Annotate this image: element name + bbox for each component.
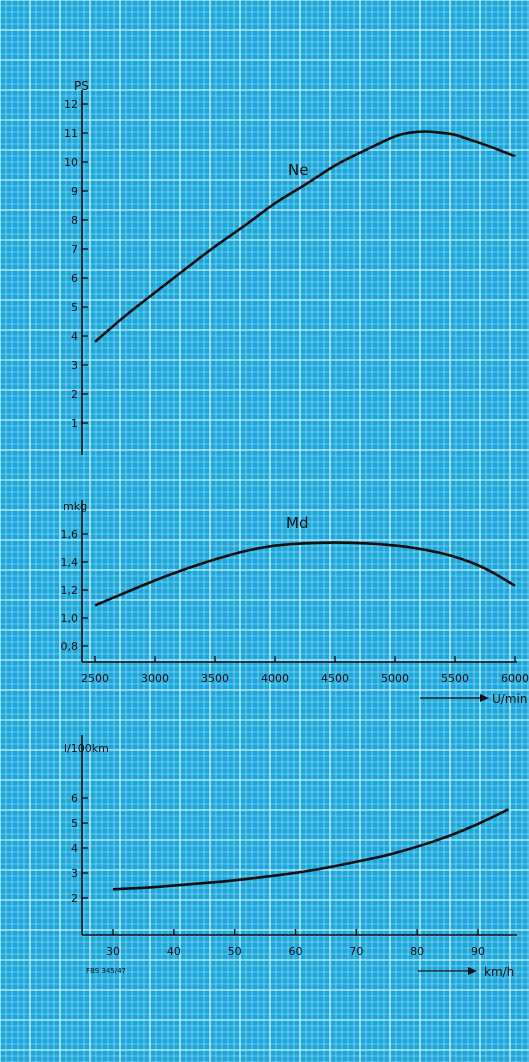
y-tick-label: 2 bbox=[71, 892, 78, 905]
y-tick-label: 1,4 bbox=[61, 556, 79, 569]
x-tick-label: 50 bbox=[228, 945, 242, 958]
fuel-y-ticks: 2 3 4 5 6 bbox=[71, 792, 88, 905]
speed-x-ticks: 30 40 50 60 70 80 90 bbox=[106, 929, 485, 958]
rpm-x-label: U/min bbox=[492, 692, 527, 706]
y-tick-label: 1 bbox=[71, 417, 78, 430]
y-tick-label: 7 bbox=[71, 243, 78, 256]
x-tick-label: 60 bbox=[289, 945, 303, 958]
power-curve bbox=[94, 130, 516, 343]
x-tick-label: 4000 bbox=[261, 672, 289, 685]
x-tick-label: 3000 bbox=[141, 672, 169, 685]
x-tick-label: 2500 bbox=[81, 672, 109, 685]
y-tick-label: 5 bbox=[71, 301, 78, 314]
rpm-axis-arrow bbox=[420, 694, 489, 702]
y-tick-label: 3 bbox=[71, 867, 78, 880]
y-tick-label: 1,6 bbox=[61, 528, 79, 541]
y-tick-label: 6 bbox=[71, 792, 78, 805]
y-tick-label: 2 bbox=[71, 388, 78, 401]
y-tick-label: 1,0 bbox=[61, 612, 79, 625]
rpm-x-ticks: 2500 3000 3500 4000 4500 5000 5500 6000 bbox=[81, 656, 529, 685]
y-tick-label: 1,2 bbox=[61, 584, 79, 597]
y-tick-label: 8 bbox=[71, 214, 78, 227]
torque-series-label: Md bbox=[286, 514, 308, 532]
y-tick-label: 6 bbox=[71, 272, 78, 285]
speed-axis-arrow bbox=[418, 967, 477, 975]
y-tick-label: 4 bbox=[71, 842, 78, 855]
x-tick-label: 70 bbox=[349, 945, 363, 958]
y-tick-label: 11 bbox=[64, 127, 78, 140]
x-tick-label: 3500 bbox=[201, 672, 229, 685]
torque-y-label: mkg bbox=[63, 500, 87, 513]
y-tick-label: 4 bbox=[71, 330, 78, 343]
x-tick-label: 5500 bbox=[441, 672, 469, 685]
x-tick-label: 30 bbox=[106, 945, 120, 958]
y-tick-label: 3 bbox=[71, 359, 78, 372]
x-tick-label: 4500 bbox=[321, 672, 349, 685]
footnote: FBS 345/47 bbox=[86, 967, 126, 975]
power-series-label: Ne bbox=[288, 161, 308, 179]
y-tick-label: 9 bbox=[71, 185, 78, 198]
x-tick-label: 40 bbox=[167, 945, 181, 958]
x-tick-label: 90 bbox=[471, 945, 485, 958]
x-tick-label: 5000 bbox=[381, 672, 409, 685]
y-tick-label: 12 bbox=[64, 98, 78, 111]
fuel-y-label: l/100km bbox=[64, 742, 109, 755]
fuel-curve bbox=[112, 808, 509, 891]
power-y-label: PS bbox=[74, 79, 89, 93]
y-tick-label: 5 bbox=[71, 817, 78, 830]
torque-y-ticks: 0,8 1,0 1,2 1,4 1,6 bbox=[61, 528, 88, 653]
x-tick-label: 80 bbox=[410, 945, 424, 958]
speed-x-label: km/h bbox=[484, 965, 514, 979]
torque-curve bbox=[94, 541, 516, 607]
y-tick-label: 10 bbox=[64, 156, 78, 169]
fuel-chart: l/100km 2 3 4 5 6 30 40 50 60 70 80 90 km/h FBS 34… bbox=[64, 735, 517, 979]
y-tick-label: 0,8 bbox=[61, 640, 79, 653]
x-tick-label: 6000 bbox=[501, 672, 529, 685]
torque-chart: mkg Md 0,8 1,0 1,2 1,4 1,6 2500 3000 3500 4000 4… bbox=[61, 500, 529, 706]
